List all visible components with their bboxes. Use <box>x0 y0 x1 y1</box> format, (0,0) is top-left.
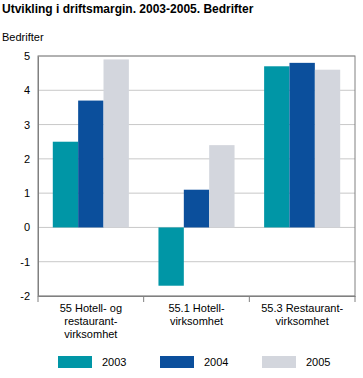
legend: 2003 2004 2005 <box>58 356 330 368</box>
grid-line <box>38 261 355 262</box>
bar <box>53 142 78 228</box>
category-separator <box>38 296 39 302</box>
y-tick-label: 0 <box>24 221 30 233</box>
y-tick: -1 <box>20 256 38 268</box>
grid <box>38 56 355 296</box>
bars <box>53 59 340 285</box>
bar <box>264 66 289 227</box>
y-tick: 3 <box>24 119 38 131</box>
category-separator <box>355 296 356 302</box>
bar <box>158 227 183 285</box>
y-tick-label: 4 <box>24 84 30 96</box>
category-separator <box>143 296 144 302</box>
legend-swatch <box>58 356 92 368</box>
y-axis-title: Bedrifter <box>2 31 44 43</box>
bar <box>209 145 234 227</box>
x-tick-label: 55.1 Hotell-virksomhet <box>168 302 225 327</box>
x-tick: 55 Hotell- ogrestaurant-virksomhet <box>60 296 122 340</box>
bar <box>289 63 314 228</box>
y-tick-label: 2 <box>24 153 30 165</box>
x-tick-label: 55 Hotell- ogrestaurant-virksomhet <box>60 302 122 340</box>
y-tick: 0 <box>24 221 38 233</box>
y-axis-line <box>38 57 39 297</box>
legend-label: 2004 <box>204 356 228 368</box>
y-tick-label: -2 <box>20 290 30 302</box>
legend-label: 2005 <box>306 356 330 368</box>
title: Utvikling i driftsmargin. 2003-2005. Bed… <box>2 2 254 16</box>
y-axis: -2 -1 0 1 2 3 4 5 <box>20 50 38 302</box>
legend-label: 2003 <box>102 356 126 368</box>
bar <box>184 190 209 228</box>
x-tick: 55.3 Restaurant-virksomhet <box>261 296 343 327</box>
bar <box>78 101 103 228</box>
x-axis: 55 Hotell- ogrestaurant-virksomhet 55.1 H… <box>39 296 356 340</box>
legend-swatch <box>160 356 194 368</box>
y-tick-label: -1 <box>20 256 30 268</box>
bar <box>315 70 340 228</box>
plot-frame <box>38 56 355 296</box>
y-tick: 2 <box>24 153 38 165</box>
legend-swatch <box>262 356 296 368</box>
category-separators <box>38 296 355 302</box>
y-tick: 1 <box>24 187 38 199</box>
y-tick-label: 1 <box>24 187 30 199</box>
y-tick-label: 5 <box>24 50 30 62</box>
y-tick-label: 3 <box>24 119 30 131</box>
category-separator <box>249 296 250 302</box>
y-tick: -2 <box>20 290 38 302</box>
y-tick: 5 <box>24 50 38 62</box>
y-tick: 4 <box>24 84 38 96</box>
x-tick-label: 55.3 Restaurant-virksomhet <box>261 302 343 327</box>
x-tick: 55.1 Hotell-virksomhet <box>168 296 225 327</box>
bar <box>104 59 129 227</box>
x-axis-line <box>39 296 356 297</box>
